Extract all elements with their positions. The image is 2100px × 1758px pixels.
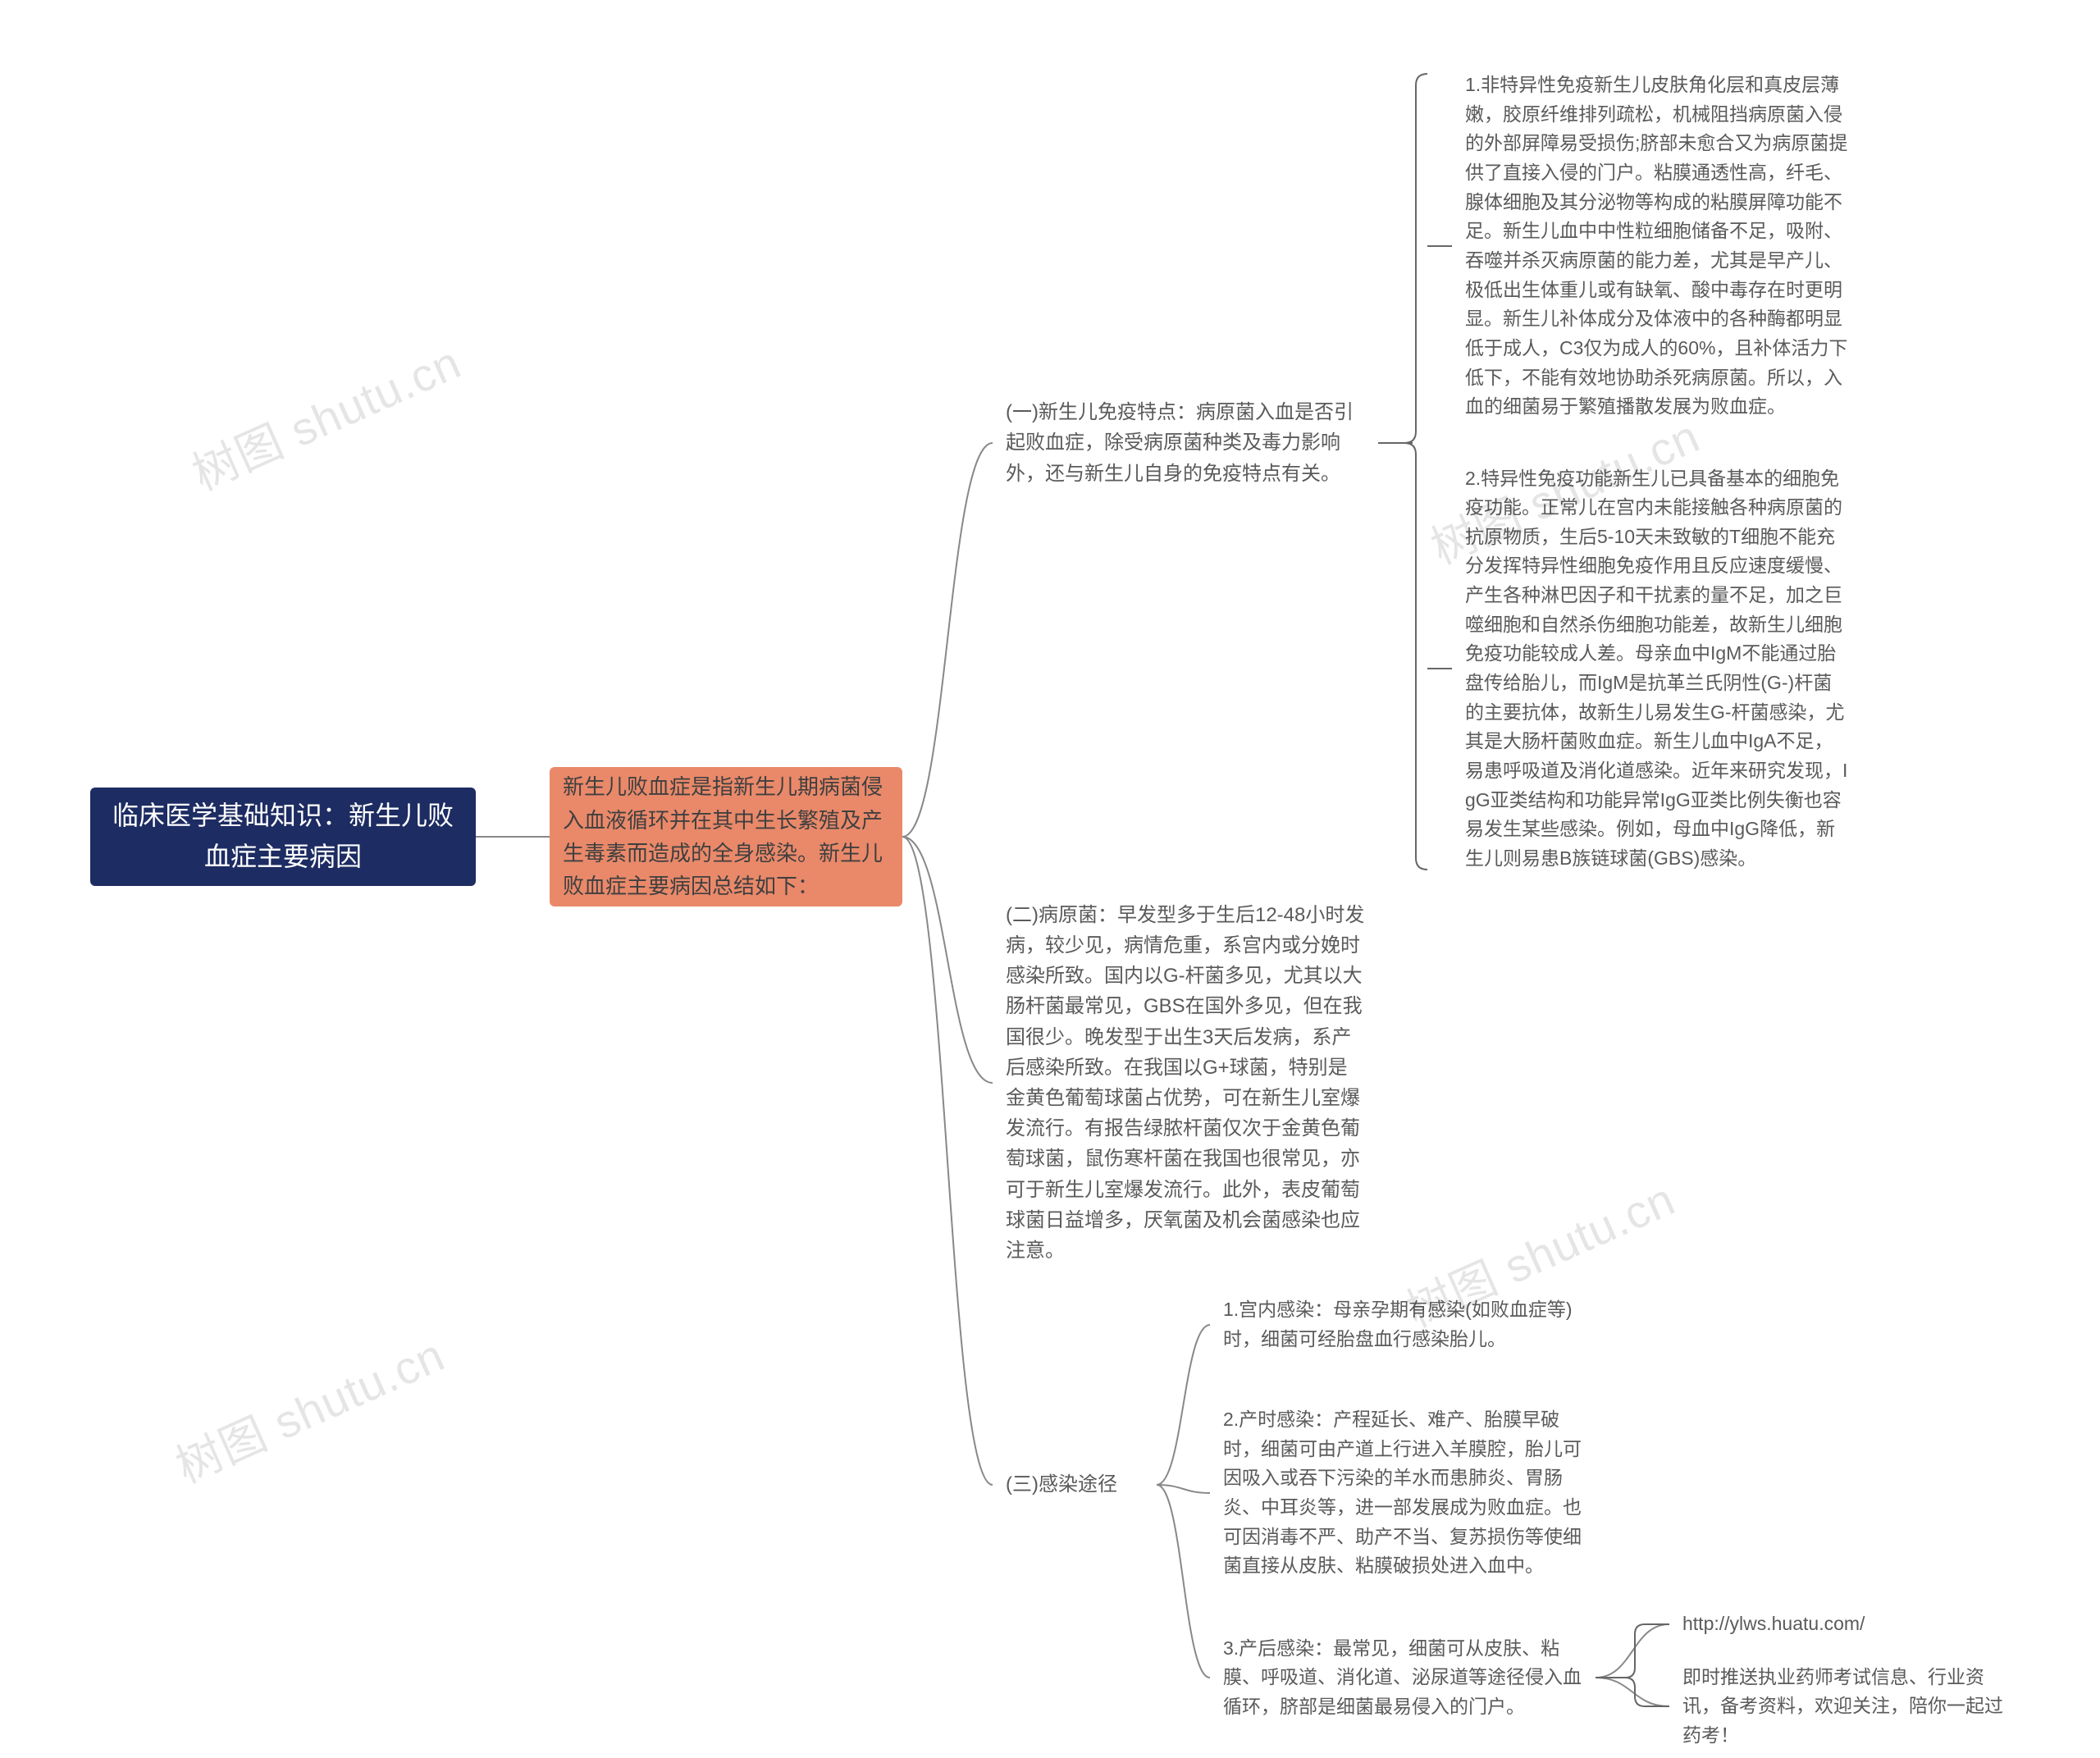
branch-3-child-3: 3.产后感染：最常见，细菌可从皮肤、粘膜、呼吸道、消化道、泌尿道等途径侵入血循环… <box>1210 1632 1596 1723</box>
branch-1: (一)新生儿免疫特点：病原菌入血是否引起败血症，除受病原菌种类及毒力影响外，还与… <box>993 390 1378 496</box>
branch-2: (二)病原菌：早发型多于生后12-48小时发病，较少见，病情危重，系宫内或分娩时… <box>993 919 1378 1247</box>
branch-1-child-2-text: 2.特异性免疫功能新生儿已具备基本的细胞免疫功能。正常儿在宫内未能接触各种病原菌… <box>1452 454 1862 884</box>
branch-3-child-3-text: 3.产后感染：最常见，细菌可从皮肤、粘膜、呼吸道、消化道、泌尿道等途径侵入血循环… <box>1210 1624 1596 1732</box>
watermark: 树图 shutu.cn <box>164 1319 454 1496</box>
branch-3-child-3a-text: http://ylws.huatu.com/ <box>1669 1600 2014 1649</box>
branch-3-child-3b-text: 即时推送执业药师考试信息、行业资讯，备考资料，欢迎关注，陪你一起过药考！ <box>1669 1653 2030 1758</box>
branch-3: (三)感染途径 <box>993 1464 1157 1505</box>
branch-3-child-3a: http://ylws.huatu.com/ <box>1669 1608 2014 1641</box>
branch-3-text: (三)感染途径 <box>993 1459 1157 1509</box>
branch-3-child-2: 2.产时感染：产程延长、难产、胎膜早破时，细菌可由产道上行进入羊膜腔，胎儿可因吸… <box>1210 1395 1596 1591</box>
branch-3-child-1: 1.宫内感染：母亲孕期有感染(如败血症等)时，细菌可经胎盘血行感染胎儿。 <box>1210 1288 1596 1362</box>
branch-1-child-1: 1.非特异性免疫新生儿皮肤角化层和真皮层薄嫩，胶原纤维排列疏松，机械阻挡病原菌入… <box>1452 66 1862 427</box>
branch-1-child-1-text: 1.非特异性免疫新生儿皮肤角化层和真皮层薄嫩，胶原纤维排列疏松，机械阻挡病原菌入… <box>1452 61 1862 432</box>
branch-1-text: (一)新生儿免疫特点：病原菌入血是否引起败血症，除受病原菌种类及毒力影响外，还与… <box>993 387 1378 499</box>
intro-node: 新生儿败血症是指新生儿期病菌侵入血液循环并在其中生长繁殖及产生毒素而造成的全身感… <box>550 767 902 906</box>
branch-3-child-3b: 即时推送执业药师考试信息、行业资讯，备考资料，欢迎关注，陪你一起过药考！ <box>1669 1674 2030 1739</box>
intro-text: 新生儿败血症是指新生儿期病菌侵入血液循环并在其中生长繁殖及产生毒素而造成的全身感… <box>550 760 902 912</box>
watermark: 树图 shutu.cn <box>180 326 470 504</box>
branch-2-text: (二)病原菌：早发型多于生后12-48小时发病，较少见，病情危重，系宫内或分娩时… <box>993 890 1378 1276</box>
root-label: 临床医学基础知识：新生儿败血症主要病因 <box>90 786 476 887</box>
root-node: 临床医学基础知识：新生儿败血症主要病因 <box>90 788 476 886</box>
branch-3-child-2-text: 2.产时感染：产程延长、难产、胎膜早破时，细菌可由产道上行进入羊膜腔，胎儿可因吸… <box>1210 1395 1596 1591</box>
branch-3-child-1-text: 1.宫内感染：母亲孕期有感染(如败血症等)时，细菌可经胎盘血行感染胎儿。 <box>1210 1285 1596 1363</box>
branch-1-child-2: 2.特异性免疫功能新生儿已具备基本的细胞免疫功能。正常儿在宫内未能接触各种病原菌… <box>1452 459 1862 878</box>
